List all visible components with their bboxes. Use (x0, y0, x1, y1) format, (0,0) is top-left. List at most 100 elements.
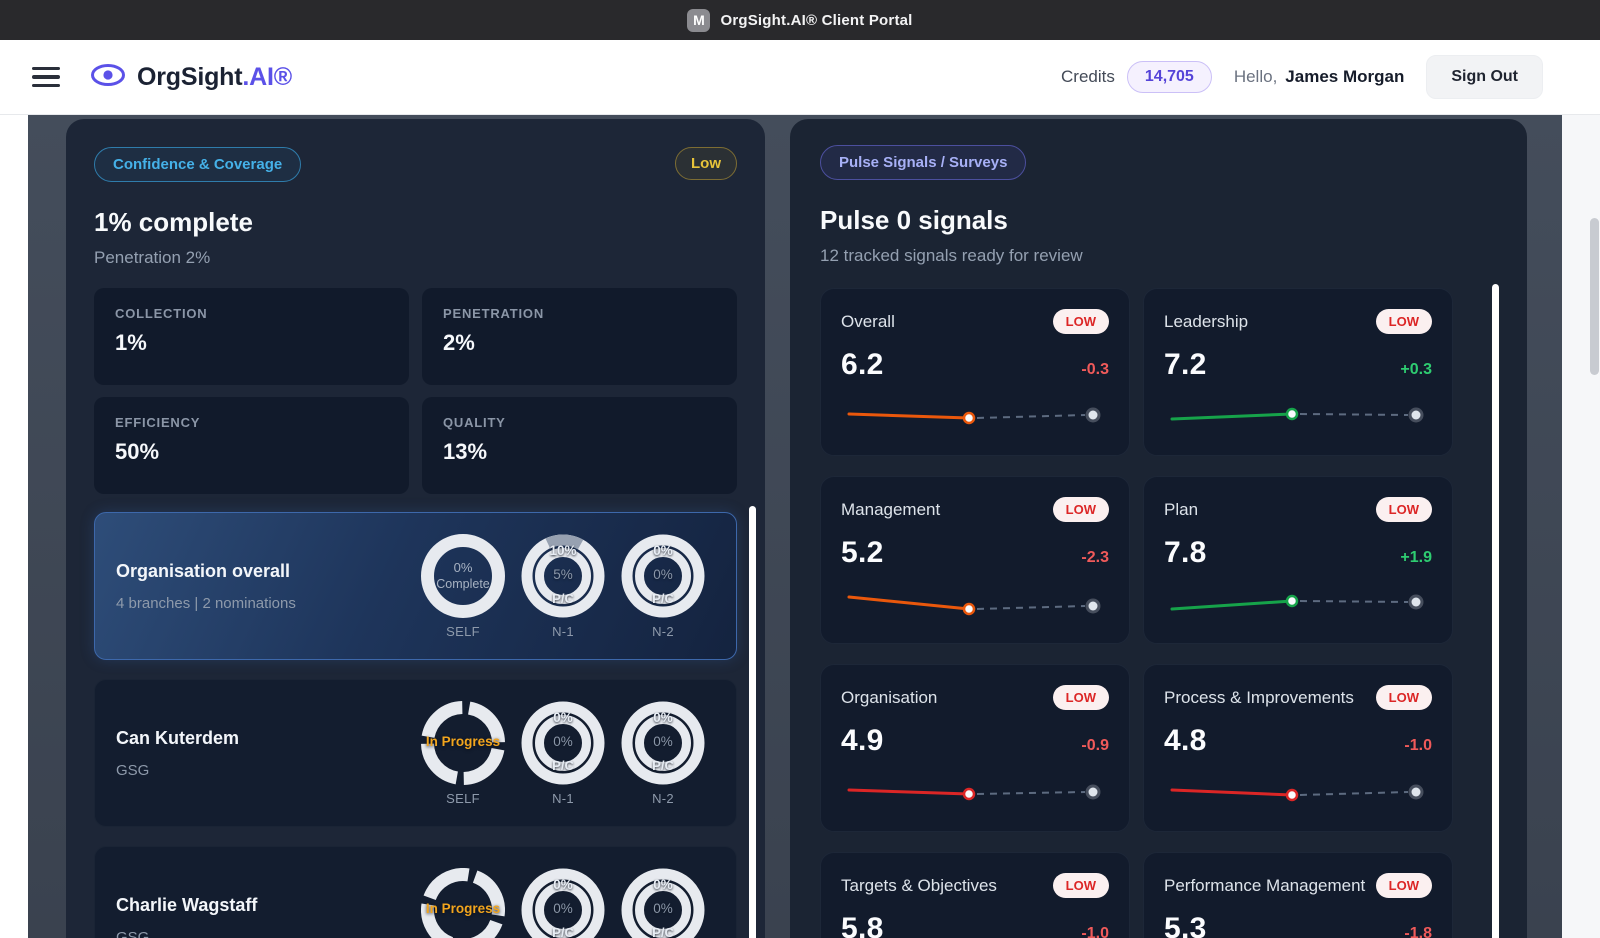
card-title: Performance Management (1164, 875, 1366, 895)
card-value: 7.8 (1164, 536, 1207, 569)
coverage-list-scrollbar[interactable] (749, 506, 756, 938)
pulse-card-plan[interactable]: Plan LOW 7.8 +1.9 (1143, 476, 1453, 644)
donut-label-n1: N-1 (552, 623, 574, 639)
card-delta: +0.3 (1400, 361, 1432, 378)
donut-status: In Progress (425, 900, 501, 916)
stat-card-efficiency: EFFICIENCY 50% (94, 397, 409, 494)
status-badge: LOW (1375, 497, 1432, 522)
credits-badge[interactable]: 14,705 (1126, 61, 1212, 93)
status-badge: LOW (1052, 309, 1109, 334)
pulse-card-overall[interactable]: Overall LOW 6.2 -0.3 (820, 288, 1130, 456)
eye-icon (90, 62, 126, 93)
coverage-headline: 1% complete (94, 207, 253, 237)
status-badge: LOW (1052, 873, 1109, 898)
donut-value: 10% (549, 542, 577, 558)
card-title: Overall (841, 311, 895, 331)
donut-value: 0% (553, 733, 573, 749)
card-value: 5.3 (1164, 912, 1207, 938)
coverage-badge: Confidence & Coverage (94, 147, 302, 182)
page-scrollbar-track[interactable] (1562, 115, 1600, 938)
card-delta: -1.0 (1404, 737, 1432, 754)
donut-value: 0% (653, 876, 673, 892)
stat-value: 1% (115, 330, 147, 355)
self-donut: In Progress (421, 700, 505, 785)
card-title: Management (841, 499, 941, 519)
page-scrollbar-thumb[interactable] (1590, 218, 1599, 375)
coverage-stats: COLLECTION 1% PENETRATION 2% EFFICIENCY … (94, 288, 737, 494)
self-donut: 0% Complete (421, 533, 505, 618)
pulse-subline: 12 tracked signals ready for review (820, 246, 1083, 265)
credits-label: Credits (1061, 67, 1115, 86)
donut-caption: P/C (652, 590, 674, 606)
stat-label: COLLECTION (115, 306, 208, 321)
donut-value: 0% (653, 900, 673, 916)
hamburger-icon[interactable] (32, 67, 60, 87)
pulse-headline: Pulse 0 signals (820, 205, 1008, 235)
card-delta: -0.9 (1081, 737, 1109, 754)
pulse-signals-panel: Pulse Signals / Surveys Pulse 0 signals … (790, 119, 1527, 938)
donut-status: In Progress (425, 733, 501, 749)
brand-name: OrgSight.AI® (137, 62, 292, 91)
n1-donut: 10% 5% P/C (521, 534, 605, 618)
window-title: OrgSight.AI® Client Portal (720, 11, 913, 29)
stat-label: PENETRATION (443, 306, 545, 321)
row-title: Can Kuterdem (116, 727, 240, 748)
m-app-icon: M (687, 8, 711, 32)
pulse-card-management[interactable]: Management LOW 5.2 -2.3 (820, 476, 1130, 644)
card-value: 4.9 (841, 724, 884, 757)
card-title: Organisation (841, 687, 938, 707)
donut-caption: Complete (436, 576, 490, 591)
coverage-level-badge: Low (675, 147, 737, 180)
card-value: 4.8 (1164, 724, 1207, 757)
stat-card-quality: QUALITY 13% (422, 397, 737, 494)
pulse-grid-scrollbar[interactable] (1492, 284, 1499, 938)
pulse-card-organisation[interactable]: Organisation LOW 4.9 -0.9 (820, 664, 1130, 832)
card-delta: +1.9 (1400, 549, 1432, 566)
pulse-card-performance-management[interactable]: Performance Management LOW 5.3 -1.8 (1143, 852, 1453, 938)
status-badge: LOW (1052, 497, 1109, 522)
stat-card-penetration: PENETRATION 2% (422, 288, 737, 385)
trend-sparkline (1170, 784, 1424, 802)
card-title: Process & Improvements (1164, 687, 1354, 707)
row-meta: GSG (116, 761, 150, 779)
donut-caption: P/C (652, 757, 674, 773)
stat-label: EFFICIENCY (115, 415, 201, 430)
donut-label-self: SELF (446, 790, 480, 806)
donut-label-self: SELF (446, 623, 480, 639)
pulse-card-targets-objectives[interactable]: Targets & Objectives LOW 5.8 -1.0 (820, 852, 1130, 938)
pulse-badge: Pulse Signals / Surveys (820, 145, 1027, 180)
row-title: Charlie Wagstaff (116, 894, 258, 915)
n2-donut: 0% 0% P/C (621, 701, 705, 785)
donut-label-n1: N-1 (552, 790, 574, 806)
card-value: 5.2 (841, 536, 884, 569)
donut-value: 0% (553, 709, 573, 725)
card-delta: -2.3 (1081, 549, 1109, 566)
card-value: 6.2 (841, 348, 884, 381)
donut-caption: P/C (652, 924, 674, 938)
pulse-card-leadership[interactable]: Leadership LOW 7.2 +0.3 (1143, 288, 1453, 456)
pulse-card-process-improvements[interactable]: Process & Improvements LOW 4.8 -1.0 (1143, 664, 1453, 832)
confidence-coverage-panel: Confidence & Coverage Low 1% complete Pe… (66, 119, 765, 938)
stat-value: 13% (443, 439, 488, 464)
card-value: 5.8 (841, 912, 884, 938)
os-titlebar: M OrgSight.AI® Client Portal (0, 0, 1600, 40)
row-meta: 4 branches | 2 nominations (116, 594, 296, 612)
donut-label-n2: N-2 (652, 790, 674, 806)
row-title: Organisation overall (116, 560, 291, 581)
trend-sparkline (1170, 407, 1424, 423)
n1-donut: 0% 0% P/C (521, 701, 605, 785)
coverage-row-organisation-overall[interactable]: Organisation overall 4 branches | 2 nomi… (94, 512, 737, 660)
card-value: 7.2 (1164, 348, 1207, 381)
brand-logo[interactable]: OrgSight.AI® (90, 62, 292, 93)
n2-donut: 0% 0% P/C (621, 534, 705, 618)
self-donut: In Progress (421, 867, 505, 938)
coverage-row-charlie-wagstaff[interactable]: Charlie Wagstaff GSG In Progress SELF (94, 846, 737, 938)
coverage-row-can-kuterdem[interactable]: Can Kuterdem GSG In Progress SELF (94, 679, 737, 827)
donut-caption: P/C (552, 590, 574, 606)
n2-donut: 0% 0% P/C (621, 868, 705, 938)
stat-value: 50% (115, 439, 160, 464)
sign-out-button[interactable]: Sign Out (1426, 55, 1543, 99)
stat-card-collection: COLLECTION 1% (94, 288, 409, 385)
card-title: Leadership (1164, 311, 1249, 331)
